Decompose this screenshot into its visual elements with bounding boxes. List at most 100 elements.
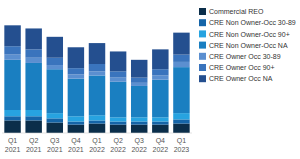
- x-tick-label: Q22021: [26, 137, 42, 153]
- x-tick-label-line: 2022: [110, 146, 126, 153]
- x-tick-label-line: 2021: [68, 146, 84, 153]
- x-tick-label-line: 2021: [5, 146, 21, 153]
- x-tick-label-line: Q4: [71, 137, 80, 145]
- x-tick-label-line: 2021: [26, 146, 42, 153]
- bar-segment: [25, 28, 41, 49]
- bar-segment: [131, 86, 147, 117]
- legend-swatch: [199, 64, 206, 71]
- x-tick-label-line: 2022: [153, 146, 169, 153]
- bar-segment: [4, 25, 20, 46]
- bar-segment: [4, 60, 20, 110]
- x-tick-label-line: 2022: [131, 146, 147, 153]
- bar-segment: [131, 117, 147, 121]
- legend-label: CRE Non Owner-Occ 30-89: [209, 19, 296, 26]
- bar-segment: [110, 51, 126, 71]
- bar-segment: [152, 76, 168, 80]
- x-tick-label-line: Q4: [156, 137, 165, 145]
- bar-segment: [173, 124, 189, 133]
- bar-segment: [89, 120, 105, 123]
- legend-swatch: [199, 42, 206, 49]
- x-tick-label-line: 2021: [47, 146, 63, 153]
- bar-segment: [110, 71, 126, 77]
- bar-segment: [89, 71, 105, 75]
- bar-segment: [89, 64, 105, 71]
- bar-segment: [152, 69, 168, 75]
- x-tick-label-line: Q2: [113, 137, 122, 145]
- x-tick-label: Q12023: [174, 137, 190, 153]
- bar-segment: [25, 110, 41, 116]
- bar-segment: [131, 78, 147, 83]
- bars: [4, 25, 189, 133]
- bar-segment: [110, 122, 126, 125]
- bar-segment: [173, 62, 189, 67]
- legend-swatch: [199, 8, 206, 15]
- bar-segment: [152, 49, 168, 69]
- bar-segment: [68, 47, 84, 68]
- x-tick-label-line: Q1: [177, 137, 186, 145]
- x-tick-label-line: Q1: [92, 137, 101, 145]
- bar-segment: [68, 125, 84, 133]
- bar-segment: [89, 124, 105, 133]
- bar-segment: [4, 116, 20, 120]
- bar-segment: [4, 46, 20, 54]
- bar-segment: [152, 117, 168, 121]
- bar-segment: [110, 125, 126, 133]
- bar-segment: [4, 110, 20, 116]
- bar-segment: [152, 80, 168, 118]
- bar-segment: [110, 117, 126, 121]
- bar-segment: [25, 63, 41, 110]
- x-tick-label-line: 2022: [89, 146, 105, 153]
- x-tick-label-line: Q2: [29, 137, 38, 145]
- bar-segment: [173, 55, 189, 62]
- legend-label: Commercial REO: [209, 8, 264, 15]
- legend-label: CRE Owner Occ 90+: [209, 64, 275, 71]
- legend-label: CRE Owner Occ NA: [209, 75, 273, 82]
- bar-segment: [110, 82, 126, 118]
- bar-segment: [68, 79, 84, 117]
- bar-segment: [47, 58, 63, 65]
- x-tick-label: Q22022: [110, 137, 126, 153]
- bar-segment: [152, 125, 168, 133]
- x-tick-label-line: 2023: [174, 146, 190, 153]
- bar-segment: [173, 119, 189, 123]
- legend-swatch: [199, 53, 206, 60]
- bar-segment: [47, 123, 63, 133]
- x-tick-label: Q12022: [89, 137, 105, 153]
- bar-segment: [131, 60, 147, 78]
- bar-segment: [173, 33, 189, 55]
- x-tick-label: Q42021: [68, 137, 84, 153]
- bar-segment: [89, 115, 105, 120]
- bar-segment: [68, 122, 84, 125]
- bar-segment: [47, 65, 63, 69]
- legend-swatch: [199, 75, 206, 82]
- x-tick-label: Q42022: [153, 137, 169, 153]
- bar-segment: [131, 83, 147, 86]
- bar-segment: [4, 120, 20, 133]
- x-tick-label: Q12021: [5, 137, 21, 153]
- baseline: [2, 133, 192, 134]
- bar-segment: [68, 74, 84, 78]
- x-tick-label-line: Q3: [50, 137, 59, 145]
- legend-swatch: [199, 19, 206, 26]
- chart: Q12021Q22021Q32021Q42021Q12022Q22022Q320…: [0, 0, 300, 159]
- legend-swatch: [199, 30, 206, 37]
- bar-segment: [25, 120, 41, 133]
- bar-segment: [89, 76, 105, 116]
- x-tick-label-line: Q1: [8, 137, 17, 145]
- legend-label: CRE Non Owner-Occ NA: [209, 42, 288, 49]
- bar-segment: [131, 122, 147, 125]
- x-tick-label: Q32021: [47, 137, 63, 153]
- bar-segment: [47, 113, 63, 118]
- bar-segment: [25, 116, 41, 120]
- bar-segment: [173, 67, 189, 113]
- bar-segment: [173, 113, 189, 119]
- bar-segment: [89, 43, 105, 64]
- bar-segment: [68, 68, 84, 74]
- bar-segment: [131, 125, 147, 133]
- legend-label: CRE Non Owner-Occ 90+: [209, 31, 290, 38]
- bar-segment: [4, 55, 20, 60]
- bar-segment: [25, 58, 41, 63]
- x-tick-label-line: Q3: [135, 137, 144, 145]
- bar-segment: [47, 37, 63, 58]
- bar-segment: [25, 49, 41, 57]
